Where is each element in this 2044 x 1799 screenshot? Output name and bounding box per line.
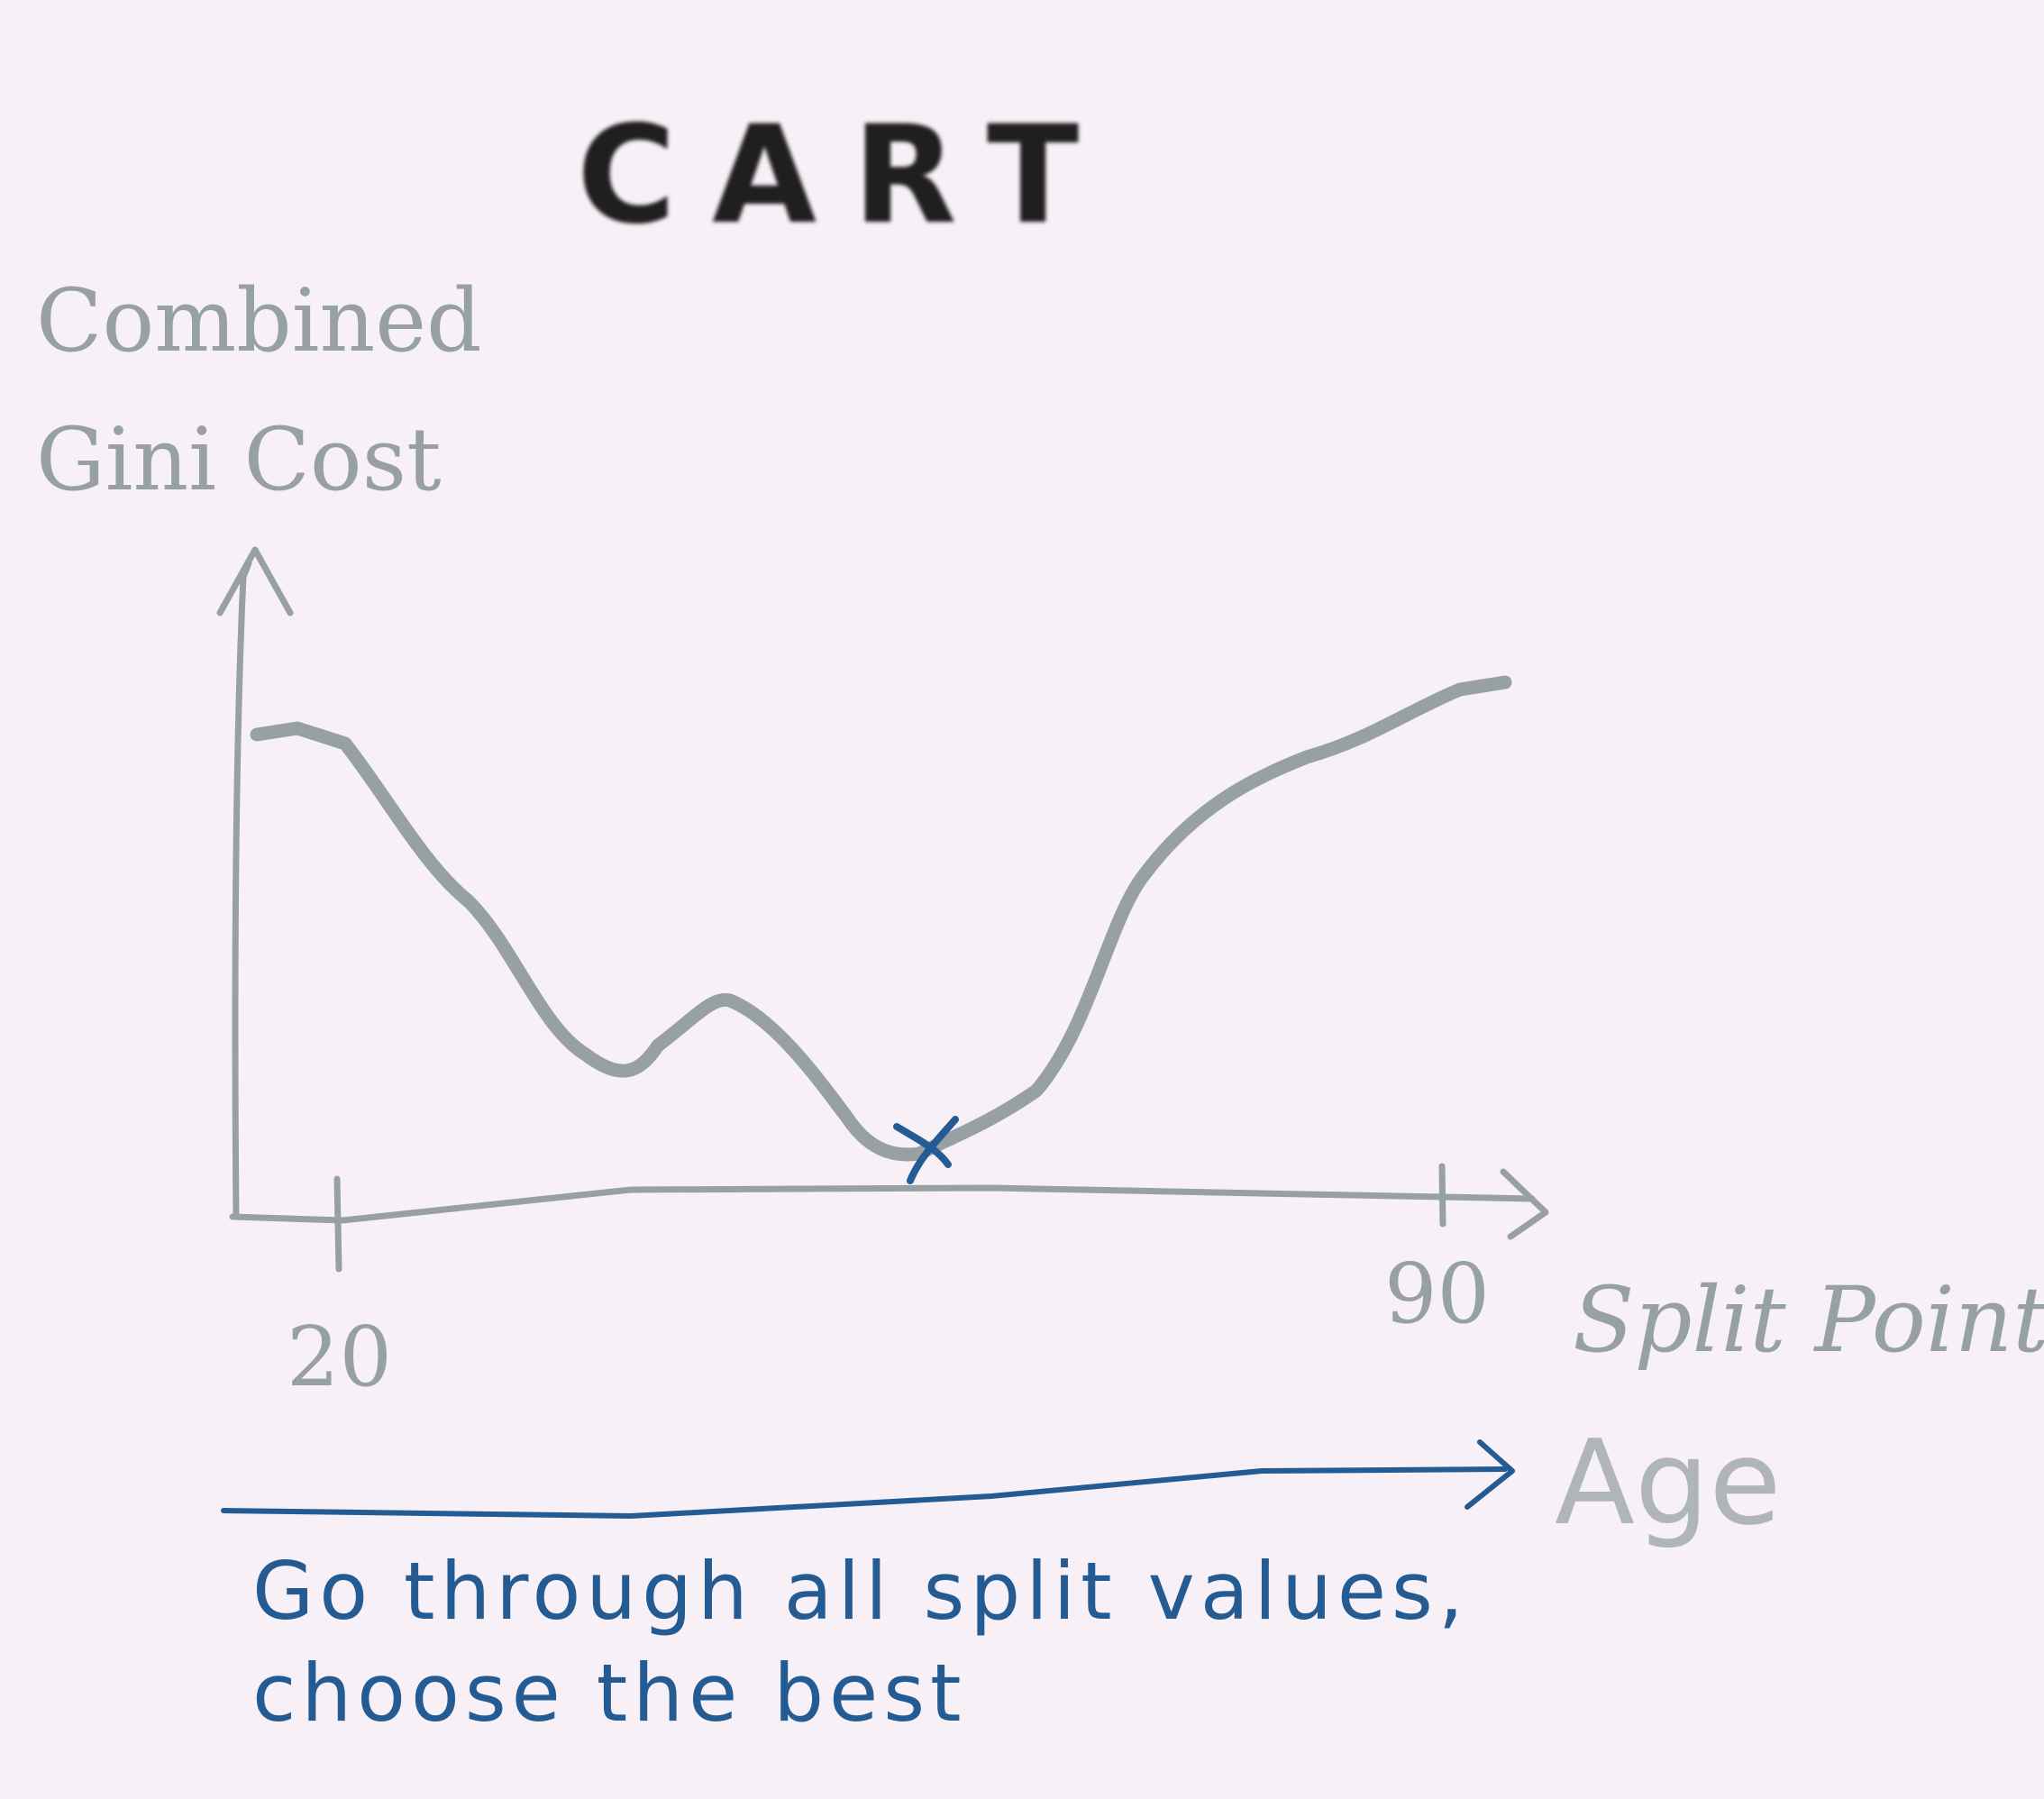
y-axis-arrowhead xyxy=(216,546,294,616)
page-title: CART xyxy=(577,97,1116,254)
feature-axis-line xyxy=(221,1466,1508,1520)
x-tick-label-max: 90 xyxy=(1384,1246,1491,1342)
minimum-marker-icon xyxy=(893,1116,959,1184)
feature-label: Age xyxy=(1555,1414,1782,1551)
x-axis-line xyxy=(229,1184,1536,1224)
y-axis-line xyxy=(232,560,252,1220)
caption: Go through all split values, choose the … xyxy=(252,1545,1469,1740)
x-tick-label-min: 20 xyxy=(287,1309,393,1405)
gini-cost-curve xyxy=(250,675,1512,1162)
x-tick-90 xyxy=(1438,1163,1446,1228)
x-tick-20 xyxy=(333,1175,342,1273)
feature-axis-arrowhead xyxy=(1465,1439,1515,1510)
x-axis-arrowhead xyxy=(1500,1168,1549,1240)
y-axis-label: Combined Gini Cost xyxy=(36,270,482,510)
x-axis-label: Split Point xyxy=(1573,1267,2044,1373)
